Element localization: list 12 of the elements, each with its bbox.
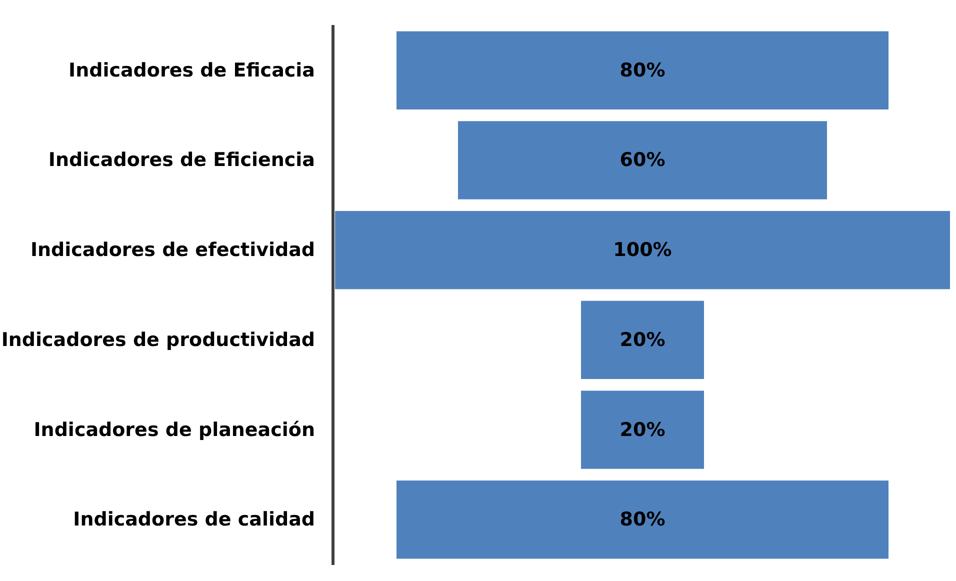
data-label: 60% xyxy=(620,149,666,172)
category-label: Indicadores de productividad xyxy=(1,328,315,351)
category-label: Indicadores de Eficiencia xyxy=(48,149,315,172)
category-label: Indicadores de efectividad xyxy=(30,239,315,262)
category-label: Indicadores de planeación xyxy=(34,418,315,441)
data-label: 80% xyxy=(620,508,666,531)
data-label: 80% xyxy=(620,59,666,82)
category-label: Indicadores de calidad xyxy=(73,508,315,531)
data-label: 20% xyxy=(620,418,666,441)
data-label: 20% xyxy=(620,328,666,351)
data-label: 100% xyxy=(613,239,672,262)
category-label: Indicadores de Eficacia xyxy=(68,59,315,82)
